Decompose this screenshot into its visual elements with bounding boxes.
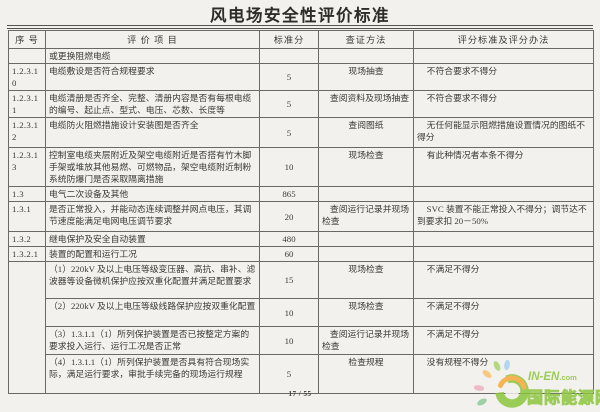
cell-serial-number: 1.2.3.12: [8, 117, 46, 148]
logo-swirl-icon: [495, 374, 529, 408]
cell-scoring-criteria: [413, 48, 594, 64]
cell-verification-method: 现场检查: [318, 261, 414, 299]
cell-evaluation-item: 电气二次设备及其他: [45, 186, 260, 202]
cell-serial-number: 1.3: [8, 186, 46, 202]
table-row: 1.3.2.1 装置的配置和运行工况 60: [8, 246, 594, 262]
column-header: 序 号: [8, 30, 46, 49]
cell-serial-number: [8, 48, 46, 64]
cell-scoring-criteria: 不符合要求不得分: [413, 90, 594, 118]
cell-standard-score: 15: [259, 261, 319, 299]
column-header: 评 价 项 目: [45, 30, 260, 49]
table-row: 1.2.3.12 电缆防火阻燃措施设计安装图是否齐全 5 查阅图纸 无任何能显示阻燃措施…: [8, 117, 594, 148]
cell-standard-score: 10: [259, 298, 319, 327]
cell-standard-score: 10: [259, 326, 319, 355]
table-row: 或更换阻燃电缆: [8, 48, 594, 64]
cell-verification-method: 查阅资料及现场抽查: [318, 90, 414, 118]
cell-evaluation-item: （1）220kV 及以上电压等级变压器、高抗、串补、滤波器等设备微机保护应按双重…: [45, 261, 260, 299]
column-header: 评分标准及评分办法: [413, 30, 594, 49]
cell-evaluation-item: 装置的配置和运行工况: [45, 246, 260, 262]
cell-scoring-criteria: [413, 186, 594, 202]
cell-evaluation-item: （4）1.3.1.1（1）所列保护装置是否具有符合现场实际，满足运行要求，审批手…: [45, 354, 260, 394]
table-row: 1.3.2 继电保护及安全自动装置 480: [8, 231, 594, 247]
table-row: 1.2.3.11 电缆清册是否齐全、完整、清册内容是否有每根电缆的编号、起止点、型…: [8, 90, 594, 118]
cell-evaluation-item: 继电保护及安全自动装置: [45, 231, 260, 247]
cell-verification-method: 现场抽查: [318, 63, 414, 91]
cell-verification-method: [318, 231, 414, 247]
cell-standard-score: 60: [259, 246, 319, 262]
cell-serial-number: 1.3.1: [8, 201, 46, 232]
page-indicator: 17 / 55: [288, 390, 312, 398]
cell-scoring-criteria: [413, 246, 594, 262]
cell-standard-score: 5: [259, 117, 319, 148]
table-row: 1.2.3.10 电缆敷设是否符合规程要求 5 现场抽查 不符合要求不得分: [8, 63, 594, 91]
column-header: 标准分: [259, 30, 319, 49]
cell-evaluation-item: 电缆清册是否齐全、完整、清册内容是否有每根电缆的编号、起止点、型式、电压、芯数、…: [45, 90, 260, 118]
cell-verification-method: 查阅运行记录并现场检查: [318, 201, 414, 232]
logo-wordmark: IN-EN.com 国际能源网: [527, 371, 600, 407]
cell-serial-number: [8, 261, 46, 394]
cell-scoring-criteria: 无任何能显示阻燃措施设置情况的图纸不得分: [413, 117, 594, 148]
cell-evaluation-item: （3）1.3.1.1（1）所列保护装置是否已按整定方案的要求投入运行、运行工况是…: [45, 326, 260, 355]
cell-scoring-criteria: SVC 装置不能正常投入不得分；调节达不到要求扣 20－50%: [413, 201, 594, 232]
cell-verification-method: 查阅图纸: [318, 117, 414, 148]
cell-verification-method: 检查规程: [318, 354, 414, 394]
logo-latin-text: IN-EN.com: [528, 371, 577, 383]
table-row: 1.3 电气二次设备及其他 865: [8, 186, 594, 202]
cell-verification-method: [318, 246, 414, 262]
cell-serial-number: 1.3.2: [8, 231, 46, 247]
cell-serial-number: 1.2.3.10: [8, 63, 46, 91]
title-divider: [7, 25, 593, 29]
inen-logo: IN-EN.com 国际能源网: [473, 359, 600, 408]
table-row: 1.3.1 是否正常投入，并能动态连续调整并网点电压，其调节速度能满足电网电压调节…: [8, 201, 594, 232]
cell-scoring-criteria: 不满足不得分: [413, 298, 594, 327]
table-row: （2）220kV 及以上电压等级线路保护应按双重化配置 10 现场检查 不满足不得分: [9, 298, 594, 327]
table-row: 1.2.3.13 控制室电缆夹层附近及架空电缆附近是否搭有竹木脚手架或堆放其他易燃…: [8, 147, 594, 187]
page-title: 风电场安全性评价标准: [210, 6, 390, 25]
cell-verification-method: [318, 48, 414, 64]
cell-evaluation-item: （2）220kV 及以上电压等级线路保护应按双重化配置: [45, 298, 260, 327]
cell-standard-score: 10: [259, 147, 319, 187]
cell-standard-score: 5: [259, 63, 319, 91]
cell-evaluation-item: 电缆敷设是否符合规程要求: [45, 63, 260, 91]
logo-cn-text: 国际能源网: [527, 388, 600, 407]
cell-evaluation-item: 控制室电缆夹层附近及架空电缆附近是否搭有竹木脚手架或堆放其他易燃、可燃物品，架空…: [45, 147, 260, 187]
table-row: （4）1.3.1.1（1）所列保护装置是否具有符合现场实际，满足运行要求，审批手…: [9, 354, 594, 394]
cell-evaluation-item: 电缆防火阻燃措施设计安装图是否齐全: [45, 117, 260, 148]
cell-standard-score: 480: [259, 231, 319, 247]
evaluation-table: 序 号评 价 项 目标准分 查证方法 评分标准及评分办法 或更换阻燃电缆 1.2.3.…: [8, 30, 594, 394]
cell-verification-method: 现场检查: [318, 147, 414, 187]
cell-scoring-criteria: 不满足不得分: [413, 326, 594, 355]
cell-scoring-criteria: 不满足不得分: [413, 261, 594, 299]
cell-standard-score: 5: [259, 90, 319, 118]
table-header-row: 序 号评 价 项 目标准分 查证方法 评分标准及评分办法: [8, 30, 594, 49]
cell-verification-method: 现场检查: [318, 298, 414, 327]
logo-petals-icon: [473, 359, 510, 406]
table-row: （3）1.3.1.1（1）所列保护装置是否已按整定方案的要求投入运行、运行工况是…: [9, 326, 594, 355]
cell-scoring-criteria: 有此种情况者本条不得分: [413, 147, 594, 187]
cell-verification-method: [318, 186, 414, 202]
cell-standard-score: 5: [259, 354, 319, 394]
column-header: 查证方法: [318, 30, 414, 49]
cell-evaluation-item: 是否正常投入，并能动态连续调整并网点电压，其调节速度能满足电网电压调节要求: [45, 201, 260, 232]
cell-evaluation-item: 或更换阻燃电缆: [45, 48, 260, 64]
cell-standard-score: 20: [259, 201, 319, 232]
cell-scoring-criteria: 没有规程不得分: [413, 354, 594, 394]
table-row: （1）220kV 及以上电压等级变压器、高抗、串补、滤波器等设备微机保护应按双重…: [8, 261, 594, 394]
cell-serial-number: 1.2.3.13: [8, 147, 46, 187]
cell-serial-number: 1.3.2.1: [8, 246, 46, 262]
cell-scoring-criteria: 不符合要求不得分: [413, 63, 594, 91]
cell-standard-score: [259, 48, 319, 64]
cell-scoring-criteria: [413, 231, 594, 247]
cell-verification-method: 查阅运行记录并现场检查: [318, 326, 414, 355]
cell-standard-score: 865: [259, 186, 319, 202]
cell-serial-number: 1.2.3.11: [8, 90, 46, 118]
